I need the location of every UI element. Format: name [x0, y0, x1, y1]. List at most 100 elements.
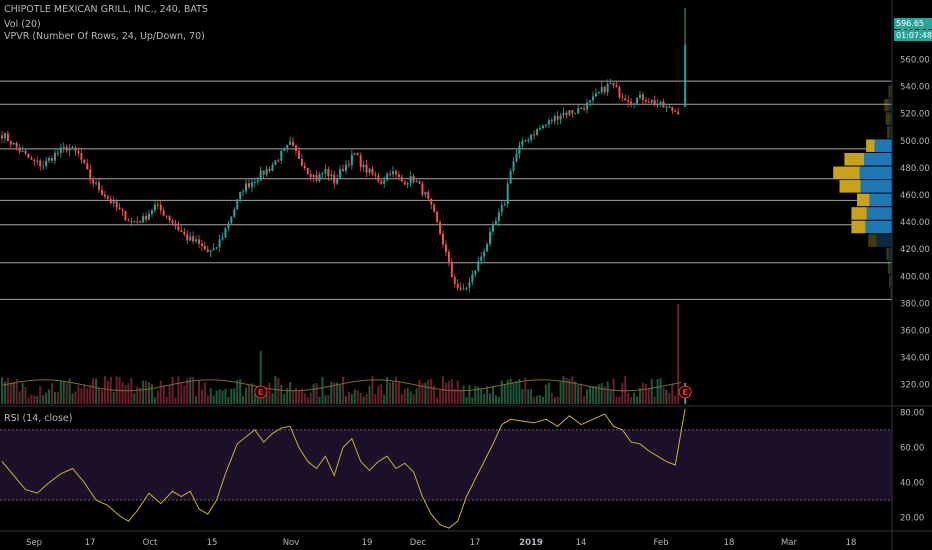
candle-body [541, 125, 544, 129]
volume-bar [321, 376, 324, 404]
candle-body [162, 210, 165, 216]
volume-bar [289, 381, 292, 404]
volume-bar [553, 397, 556, 404]
volume-bar [197, 380, 200, 404]
candle-body [462, 288, 465, 290]
candle-body [630, 101, 633, 104]
price-tick-label: 540.00 [900, 83, 930, 93]
volume-bar [227, 397, 230, 404]
volume-bar [674, 395, 677, 404]
volume-bar [203, 382, 206, 404]
vpvr-row-up [876, 234, 892, 247]
earnings-marker: E [678, 385, 692, 399]
volume-bar [433, 385, 436, 404]
candle-body [641, 94, 644, 100]
volume-bar [347, 392, 350, 404]
vpvr-row-up [889, 261, 892, 274]
candle-body [403, 181, 406, 185]
candle-body [677, 111, 680, 115]
candle-body [206, 249, 209, 252]
volume-bar [186, 378, 189, 404]
volume-bar [68, 378, 71, 404]
candle-body [389, 173, 392, 175]
volume-bar [77, 385, 80, 404]
volume-bar [412, 394, 415, 404]
candle-body [591, 96, 594, 101]
volume-bar [286, 388, 289, 404]
candle-body [100, 189, 103, 195]
rsi-pane [0, 408, 892, 529]
time-tick-label: 19 [362, 538, 373, 548]
time-tick-label: Sep [26, 538, 42, 548]
volume-bar [256, 394, 259, 404]
candle-body [380, 181, 383, 184]
volume-legend[interactable]: Vol (20) [4, 19, 41, 30]
candle-body [68, 149, 71, 151]
volume-bar [406, 387, 409, 404]
candle-body [33, 159, 36, 162]
candle-body [653, 100, 656, 105]
vpvr-row-down [833, 166, 860, 180]
candle-body [524, 140, 527, 142]
candle-body [280, 150, 283, 161]
candle-body [6, 133, 9, 142]
volume-bar [618, 396, 621, 404]
candle-body [586, 102, 589, 110]
candle-body [656, 104, 659, 106]
volume-bar [171, 376, 174, 404]
candle-body [150, 210, 153, 214]
candle-body [183, 231, 186, 235]
candle-body [506, 183, 509, 205]
volume-bar [330, 381, 333, 404]
candle-body [600, 86, 603, 93]
rsi-legend[interactable]: RSI (14, close) [4, 413, 73, 424]
candle-body [227, 223, 230, 229]
vpvr-row-down [888, 85, 891, 98]
rsi-tick-label: 20.00 [900, 514, 924, 524]
candle-body [86, 163, 89, 170]
volume-bar [430, 378, 433, 404]
volume-bar [594, 386, 597, 404]
price-axis: 320.00 340.00 360.00 380.00 400.00 420.00 440.… [900, 28, 930, 523]
candle-body [286, 144, 289, 149]
vpvr-row-up [865, 220, 892, 234]
volume-bar [633, 392, 636, 404]
chart-title[interactable]: CHIPOTLE MEXICAN GRILL, INC., 240, BATS [4, 4, 208, 15]
volume-bar [392, 381, 395, 404]
volume-bar [259, 351, 262, 404]
candle-body [177, 226, 180, 231]
volume-bar [312, 383, 315, 404]
candle-body [283, 148, 286, 151]
volume-bar [677, 304, 680, 404]
volume-bar [145, 380, 148, 404]
candle-body [406, 183, 409, 185]
volume-bar [336, 382, 339, 404]
volume-bar [494, 395, 497, 404]
volume-bar [42, 394, 45, 404]
candle-body [606, 84, 609, 93]
vpvr-row-up [860, 180, 892, 193]
candle-body [386, 173, 389, 181]
candle-body [218, 239, 221, 248]
vpvr-legend[interactable]: VPVR (Number Of Rows, 24, Up/Down, 70) [4, 31, 205, 42]
candle-body [106, 196, 109, 199]
time-tick-label: 15 [207, 538, 218, 548]
volume-bar [121, 381, 124, 404]
volume-bar [339, 384, 342, 404]
volume-bar [556, 396, 559, 404]
candle-body [195, 239, 198, 242]
vpvr-row-down [866, 139, 875, 152]
candle-body [12, 142, 15, 145]
volume-bar [456, 380, 459, 404]
volume-bar [230, 388, 233, 404]
volume-bar [450, 379, 453, 404]
volume-bar [292, 391, 295, 404]
volume-bar [209, 388, 212, 404]
vpvr-row-down [839, 180, 861, 193]
volume-bar [250, 383, 253, 404]
candle-body [103, 194, 106, 197]
volume-bar [200, 389, 203, 404]
candle-body [568, 110, 571, 116]
candle-body [209, 250, 212, 252]
